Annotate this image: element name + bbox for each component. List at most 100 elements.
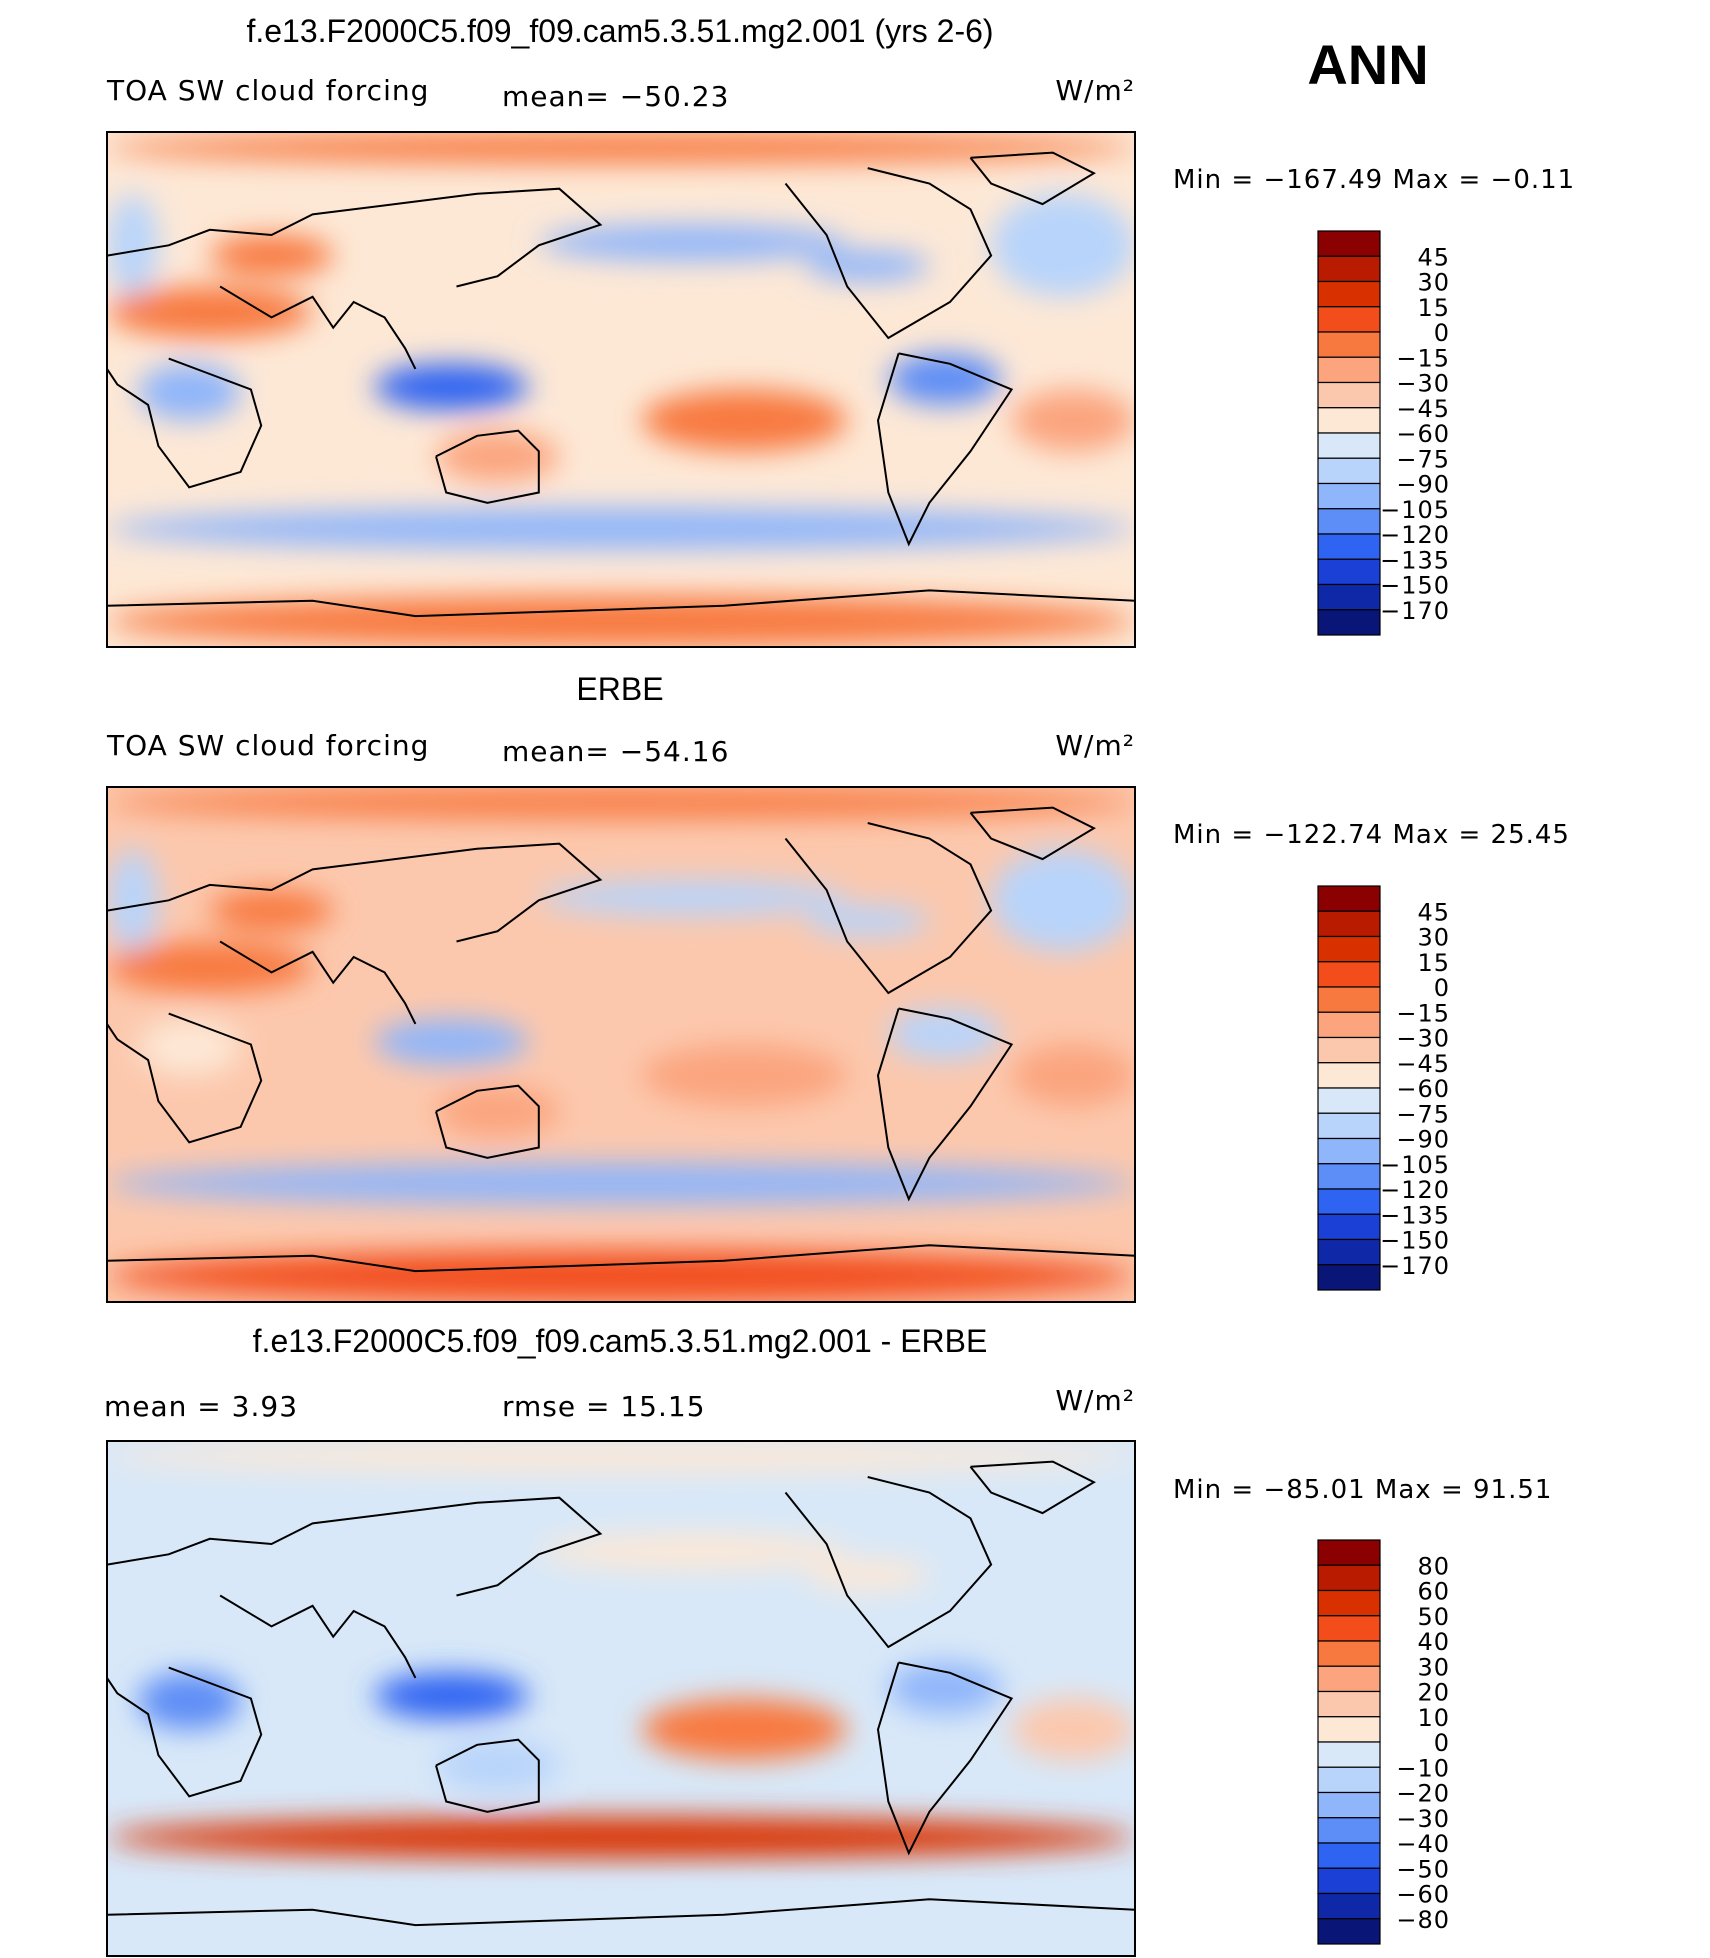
coastline (107, 1898, 1135, 1927)
colorbar-swatch (1317, 1589, 1381, 1617)
colorbar-tick-label: −80 (1396, 1906, 1450, 1934)
panel-subtitle: TOA SW cloud forcing (106, 729, 429, 762)
colorbar-swatch (1317, 381, 1381, 409)
colorbar-swatch (1317, 1213, 1381, 1241)
colorbar-tick-label: −105 (1380, 496, 1450, 524)
colorbar-swatch (1317, 482, 1381, 510)
colorbar-swatch (1317, 306, 1381, 333)
colorbar-tick-label: −150 (1380, 1227, 1450, 1255)
panel-minmax: Min = −122.74 Max = 25.45 (1173, 820, 1570, 850)
colorbar-tick-label: −20 (1396, 1780, 1450, 1808)
colorbar-tick-label: −135 (1380, 546, 1450, 574)
colorbar-swatch (1317, 1766, 1381, 1794)
colorbar-tick-label: −15 (1396, 344, 1450, 372)
panel-model: f.e13.F2000C5.f09_f09.cam5.3.51.mg2.001 … (106, 13, 1575, 648)
colorbar-tick-label: −40 (1396, 1830, 1450, 1858)
field-region-north-polar-band (107, 1441, 1135, 1472)
field-region-central-africa (137, 1018, 241, 1076)
coastline (435, 1738, 540, 1813)
colorbar-swatch (1317, 1137, 1381, 1165)
colorbar-tick-label: 0 (1434, 974, 1450, 1002)
colorbar-tick-label: 45 (1417, 243, 1450, 271)
colorbar-tick-label: 0 (1434, 1729, 1450, 1757)
colorbar-swatch (1317, 1264, 1381, 1291)
colorbar-swatch (1317, 1112, 1381, 1140)
colorbar-tick-label: −120 (1380, 1176, 1450, 1204)
field-region-sahara-arabia (107, 286, 313, 338)
map-frame (106, 131, 1136, 648)
coastline (784, 167, 993, 340)
colorbar-swatch (1317, 1163, 1381, 1190)
colorbar-tick-label: 20 (1417, 1679, 1450, 1707)
field-region-north-atlantic (107, 848, 159, 952)
panel-mean: mean= −54.16 (502, 735, 729, 768)
colorbar-tick-label: 80 (1417, 1552, 1450, 1580)
colorbar-swatch (1317, 1238, 1381, 1266)
coastline (107, 1666, 263, 1798)
coastline (435, 429, 540, 504)
panel-minmax: Min = −85.01 Max = 91.51 (1173, 1475, 1552, 1505)
coastline (107, 589, 1135, 618)
coastline (784, 1476, 993, 1649)
colorbar-tick-label: −170 (1380, 597, 1450, 625)
colorbar-tick-label: 30 (1417, 1653, 1450, 1681)
colorbar-swatch (1317, 331, 1381, 358)
map-field (107, 787, 1135, 1302)
colorbar-tick-label: −30 (1396, 1805, 1450, 1833)
colorbar-tick-label: 15 (1417, 294, 1450, 322)
coastline (876, 1007, 1014, 1202)
map-field (107, 1441, 1135, 1956)
colorbar-swatch (1317, 1741, 1381, 1768)
field-region-southeast-pacific-stratocumulus (641, 389, 848, 452)
colorbar-swatch (1317, 457, 1381, 485)
coastline (219, 940, 417, 1025)
colorbar-tick-label: 40 (1417, 1628, 1450, 1656)
field-region-north-atlantic (107, 193, 159, 297)
field-region-north-pacific-storm-track (806, 1559, 930, 1591)
field-region-north-polar-band (107, 787, 1135, 818)
field-region-south-polar-band (107, 1250, 1135, 1302)
field-region-southeast-pacific-stratocumulus (641, 1698, 848, 1761)
coastline (107, 1244, 1135, 1273)
colorbar-swatch (1317, 583, 1381, 611)
field-region-australia (435, 430, 560, 483)
colorbar-swatch (1317, 1011, 1381, 1039)
colorbar-tick-label: −60 (1396, 420, 1450, 448)
panel-mean: mean= −50.23 (502, 80, 729, 113)
panel-minmax: Min = −167.49 Max = −0.11 (1173, 165, 1575, 195)
colorbar-tick-label: −60 (1396, 1075, 1450, 1103)
colorbar-tick-label: −170 (1380, 1252, 1450, 1280)
colorbar-swatch (1317, 558, 1381, 586)
coastline (969, 806, 1096, 861)
coastline (876, 1661, 1014, 1856)
colorbar-swatch (1317, 1867, 1381, 1895)
field-region-north-atlantic (991, 193, 1135, 297)
colorbar-tick-label: −30 (1396, 1025, 1450, 1053)
colorbar-swatch (1317, 986, 1381, 1013)
coastline (107, 357, 263, 489)
field-region-north-atlantic (991, 848, 1135, 952)
panel-title: ERBE (576, 671, 663, 707)
field-region-south-atlantic (1011, 1698, 1135, 1761)
colorbar-swatch (1317, 1892, 1381, 1920)
colorbar-tick-label: −90 (1396, 1126, 1450, 1154)
colorbar-tick-label: −90 (1396, 471, 1450, 499)
field-region-south-atlantic (1011, 389, 1135, 452)
field-region-central-africa (137, 1672, 241, 1730)
colorbar-swatch (1317, 280, 1381, 308)
field-region-south-atlantic (1011, 1044, 1135, 1107)
colorbar-swatch (1317, 1716, 1381, 1743)
panel-subtitle: TOA SW cloud forcing (106, 74, 429, 107)
colorbar: 4530150−15−30−45−60−75−90−105−120−135−15… (1317, 230, 1450, 636)
field-region-sahara-arabia (209, 890, 334, 932)
field-region-north-pacific-storm-track (538, 1533, 848, 1570)
colorbar-swatch (1317, 356, 1381, 384)
colorbar-tick-label: −75 (1396, 1100, 1450, 1128)
field-region-maritime-continent (374, 1672, 529, 1720)
colorbar-swatch (1317, 910, 1381, 938)
coastline (435, 1084, 540, 1159)
colorbar-tick-label: −45 (1396, 1050, 1450, 1078)
season-label: ANN (1307, 33, 1428, 96)
colorbar-tick-label: 30 (1417, 269, 1450, 297)
